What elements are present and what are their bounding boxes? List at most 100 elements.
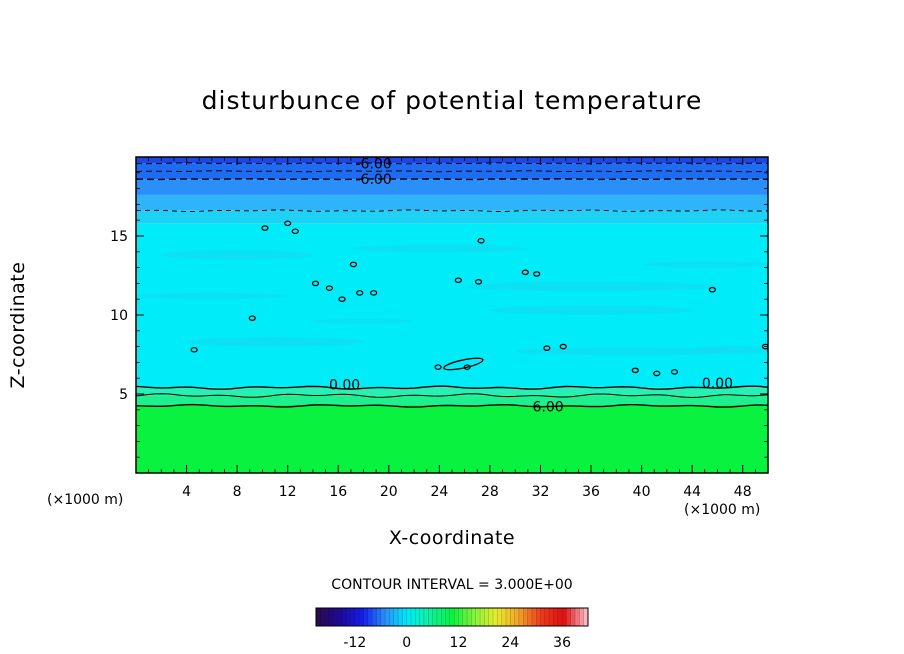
colorbar-cell — [428, 608, 433, 626]
contour-cell — [325, 285, 333, 291]
heatmap-band — [136, 163, 768, 180]
contour-line-0 — [136, 385, 768, 390]
contour-cell — [670, 369, 679, 375]
contour-cell — [708, 286, 716, 293]
contour-cell — [477, 237, 485, 244]
heatmap-band — [136, 210, 768, 224]
colorbar-tick-label: 12 — [450, 635, 468, 651]
contour-line-3 — [136, 393, 768, 399]
cold-patch — [489, 305, 693, 316]
colorbar-cell — [423, 608, 429, 626]
colorbar-cell — [385, 608, 390, 626]
heatmap-band — [136, 395, 768, 406]
colorbar-cell — [467, 608, 472, 626]
contour-line-neg6 — [136, 178, 768, 181]
cold-patch — [136, 292, 288, 300]
contour-cell — [190, 346, 198, 353]
cold-patch — [312, 318, 415, 324]
heatmap-bands — [136, 157, 768, 473]
contour-cell — [248, 315, 256, 321]
colorbar-cell — [553, 608, 559, 626]
y-axis-label: Z-coordinate — [7, 261, 29, 389]
x-tick-label: 24 — [430, 484, 448, 500]
cold-patch — [464, 281, 718, 292]
colorbar-cell — [549, 608, 554, 626]
x-tick-label: 16 — [329, 484, 347, 500]
colorbar-cell — [493, 608, 498, 626]
contour-cell — [761, 343, 768, 350]
colorbar-cell — [488, 608, 494, 626]
contour-cell — [349, 261, 358, 268]
contour-cell — [284, 220, 292, 227]
colorbar-cell — [562, 608, 567, 626]
x-tick-label: 8 — [233, 484, 242, 500]
cold-patch — [161, 250, 313, 260]
contour-cell-large — [443, 357, 484, 371]
colorbar-cell — [501, 608, 507, 626]
contour-cell — [338, 296, 346, 303]
colorbar-cell — [497, 608, 502, 626]
colorbar-cell — [575, 608, 580, 626]
contour-cell — [370, 290, 378, 296]
contour-cell — [543, 345, 551, 351]
x-tick-label: 48 — [734, 484, 752, 500]
colorbar-cell — [320, 608, 325, 626]
heatmap-band — [136, 194, 768, 211]
colorbar-cell — [449, 608, 455, 626]
colorbar-cell — [514, 608, 520, 626]
contour-cell — [454, 277, 462, 284]
contour-label: 0.00 — [702, 376, 733, 392]
x-unit-left: (×1000 m) — [47, 492, 124, 508]
x-unit-right: (×1000 m) — [684, 502, 761, 518]
contour-cell — [559, 343, 567, 350]
contour-line-neg9 — [136, 170, 768, 173]
x-axis-ticks: 4 8 12 16 20 24 28 32 36 40 44 48 — [148, 157, 756, 500]
colorbar-cell — [441, 608, 446, 626]
colorbar-cell — [536, 608, 541, 626]
contour-cell — [631, 367, 639, 374]
colorbar-tick-label: 24 — [501, 635, 519, 651]
contour-cell — [463, 364, 471, 370]
colorbar-cell — [527, 608, 533, 626]
colorbar-cell — [531, 608, 537, 626]
colorbar-cell — [462, 608, 468, 626]
colorbar-cell — [544, 608, 550, 626]
colorbar-cell — [333, 608, 338, 626]
y-tick-label: 15 — [110, 229, 128, 245]
colorbar-cell — [523, 608, 528, 626]
chart-title: disturbunce of potential temperature — [201, 86, 703, 115]
colorbar-cell — [359, 608, 364, 626]
colorbar-cell — [579, 608, 584, 626]
colorbar-cell — [557, 608, 563, 626]
y-tick-label: 10 — [110, 308, 128, 324]
x-tick-label: 20 — [380, 484, 398, 500]
colorbar-cell — [505, 608, 511, 626]
colorbar-cell — [570, 608, 576, 626]
colorbar-cell — [419, 608, 425, 626]
colorbar-cell — [363, 608, 369, 626]
y-tick-label: 5 — [119, 387, 128, 403]
colorbar-cell — [389, 608, 395, 626]
y-axis-ticks: 5 10 15 — [110, 172, 768, 458]
colorbar-cell — [393, 608, 399, 626]
colorbar-cell — [475, 608, 481, 626]
cold-patches — [136, 244, 768, 356]
contour-cell — [291, 228, 299, 235]
colorbar-cell — [372, 608, 377, 626]
heatmap-band — [136, 405, 768, 473]
cold-patch — [641, 261, 768, 268]
x-axis-label: X-coordinate — [388, 527, 516, 549]
colorbar-tick-label: 0 — [402, 635, 411, 651]
colorbar-cell — [415, 608, 420, 626]
colorbar-cell — [398, 608, 403, 626]
colorbar-cell — [328, 608, 334, 626]
colorbar-cell — [402, 608, 407, 626]
colorbar-cell — [380, 608, 386, 626]
colorbar-cell — [540, 608, 546, 626]
x-tick-label: 36 — [582, 484, 600, 500]
colorbar-cell — [376, 608, 382, 626]
colorbar-cell — [445, 608, 451, 626]
colorbar-cell — [406, 608, 412, 626]
colorbar-cell — [583, 608, 589, 626]
